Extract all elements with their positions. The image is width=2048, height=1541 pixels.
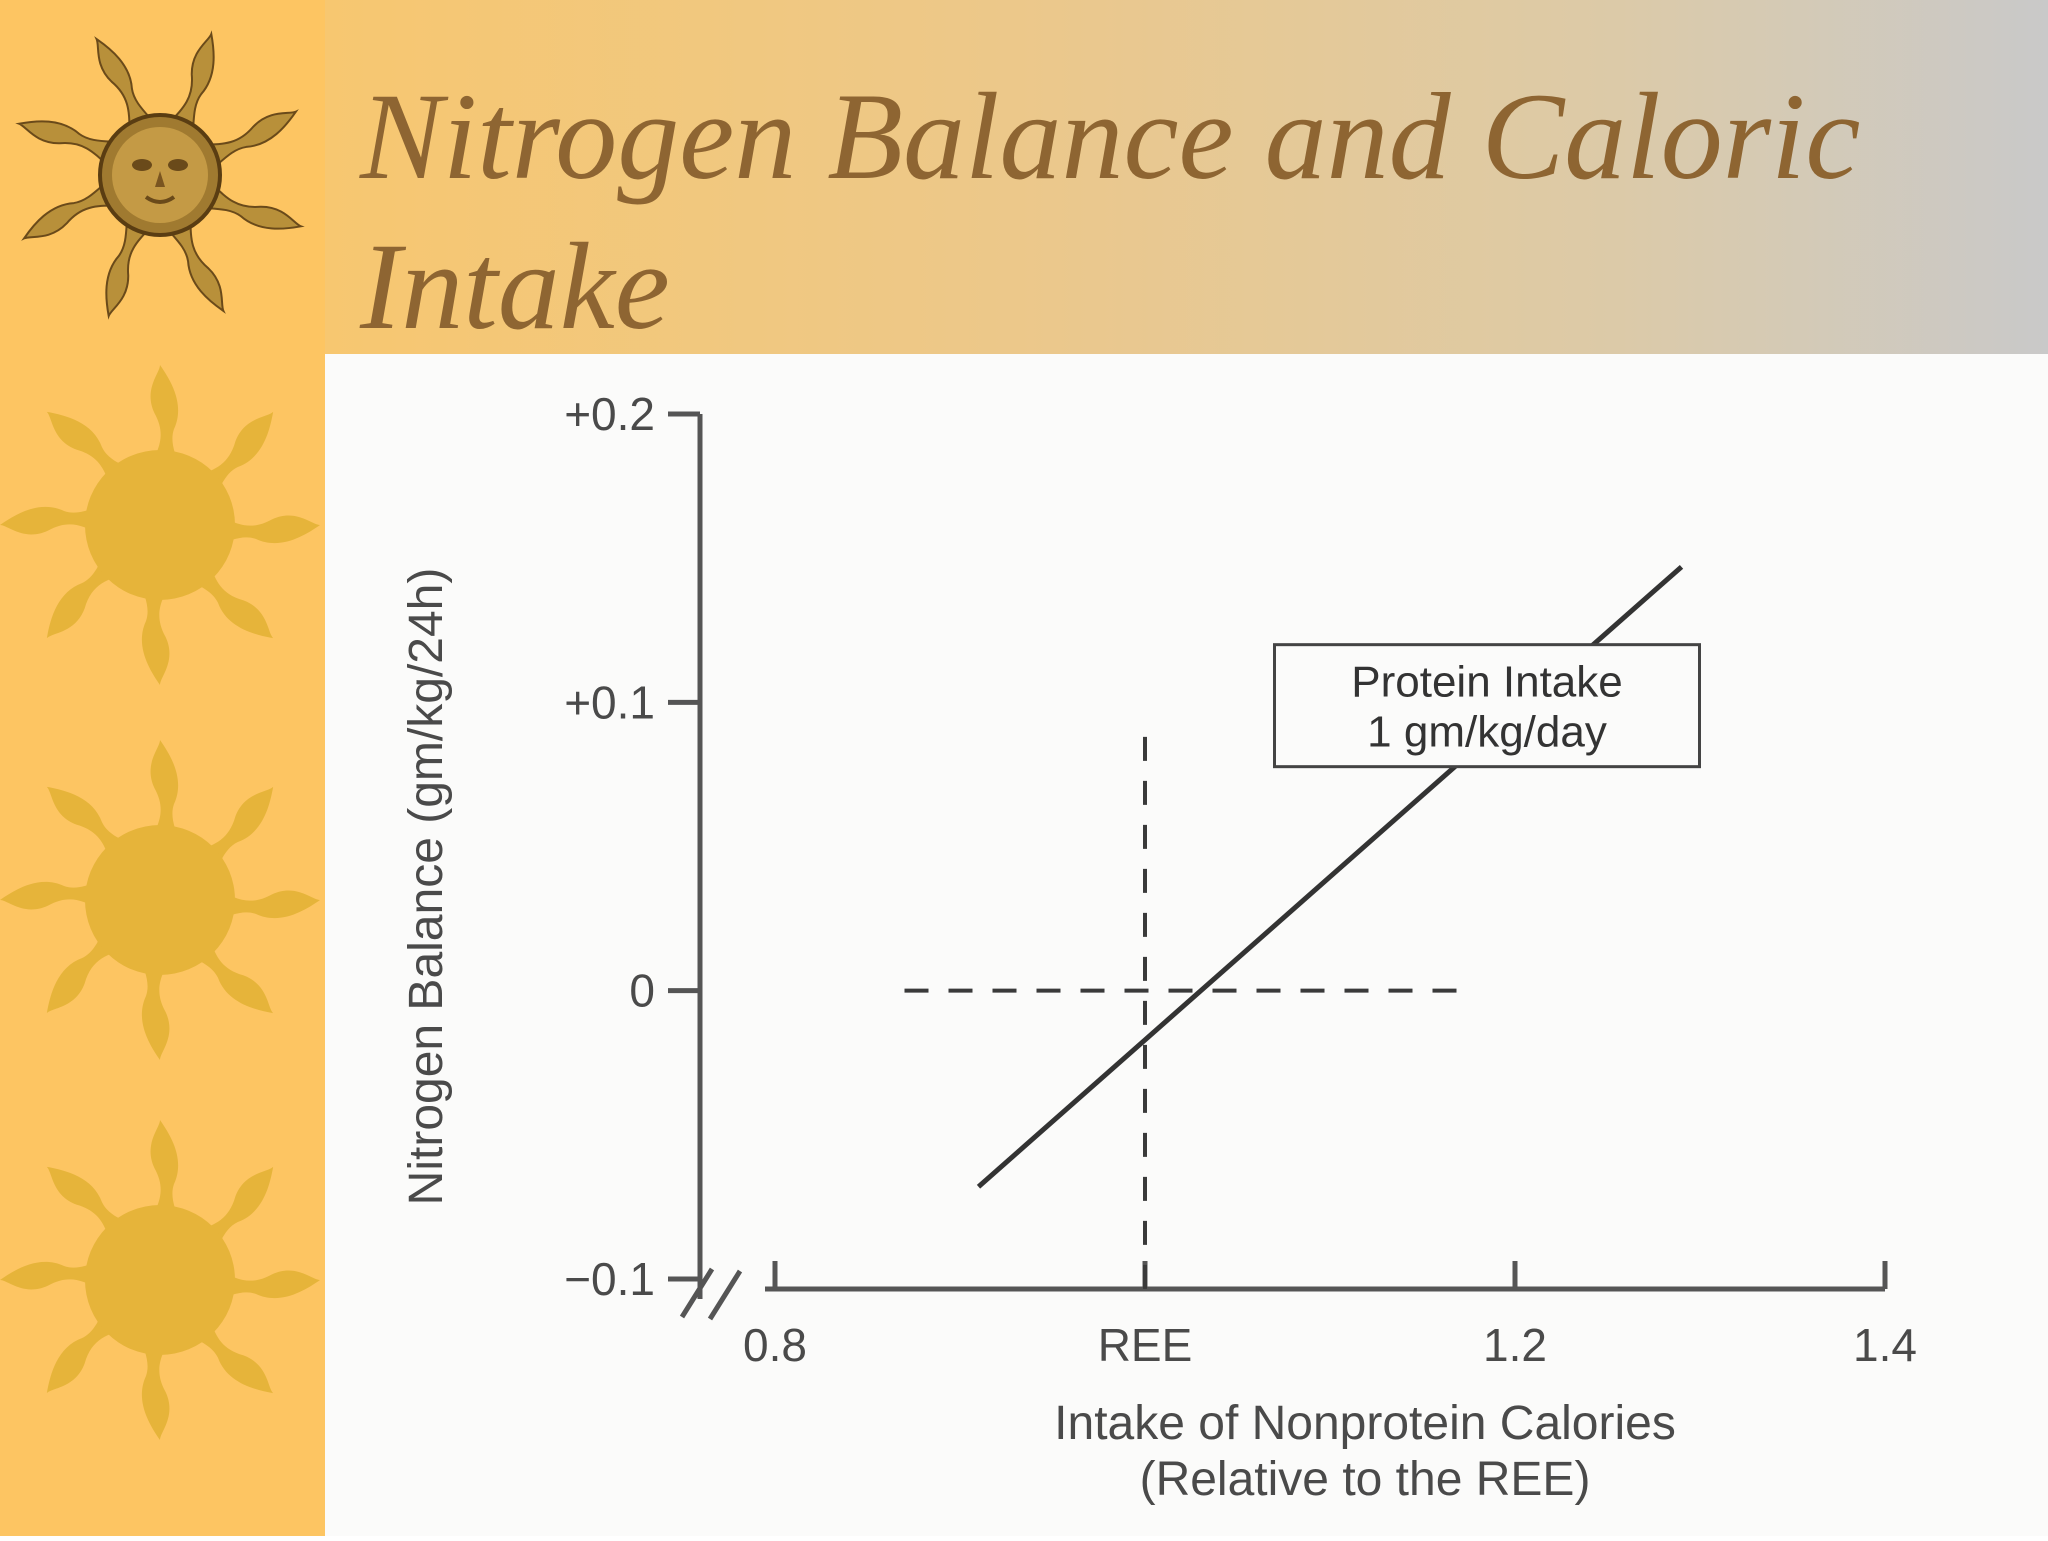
- sun-decorations: [0, 30, 320, 1440]
- y-axis-label: Nitrogen Balance (gm/kg/24h): [400, 568, 453, 1206]
- x-tick-label: REE: [1098, 1319, 1193, 1371]
- x-tick-label: 1.2: [1483, 1319, 1547, 1371]
- slide-title: Nitrogen Balance and Caloric Intake: [360, 68, 1861, 355]
- chart-figure: Protein Intake 1 gm/kg/day +0.2 +0.1 0 −0.1 0…: [325, 354, 2048, 1536]
- sun-icon: [0, 365, 320, 685]
- annotation-line1: Protein Intake: [1351, 658, 1623, 707]
- annotation-line2: 1 gm/kg/day: [1367, 708, 1607, 757]
- y-tick-label: −0.1: [564, 1253, 655, 1305]
- sidebar-decoration: [0, 0, 325, 1536]
- x-axis-label-line1: Intake of Nonprotein Calories: [1054, 1397, 1676, 1450]
- metallic-sun-icon: [15, 30, 305, 320]
- y-tick-label: +0.1: [564, 676, 655, 728]
- x-tick-label: 0.8: [743, 1319, 807, 1371]
- x-axis-break: [707, 1269, 743, 1321]
- y-axis-break: [679, 1267, 715, 1319]
- sun-icon: [0, 1120, 320, 1440]
- sun-icon: [0, 740, 320, 1060]
- annotation-box: [1273, 643, 1701, 769]
- y-tick-label: +0.2: [564, 388, 655, 440]
- x-tick-label: 1.4: [1853, 1319, 1917, 1371]
- title-banner: [325, 0, 2048, 354]
- x-axis-label-line2: (Relative to the REE): [1140, 1453, 1591, 1506]
- y-tick-label: 0: [629, 965, 655, 1017]
